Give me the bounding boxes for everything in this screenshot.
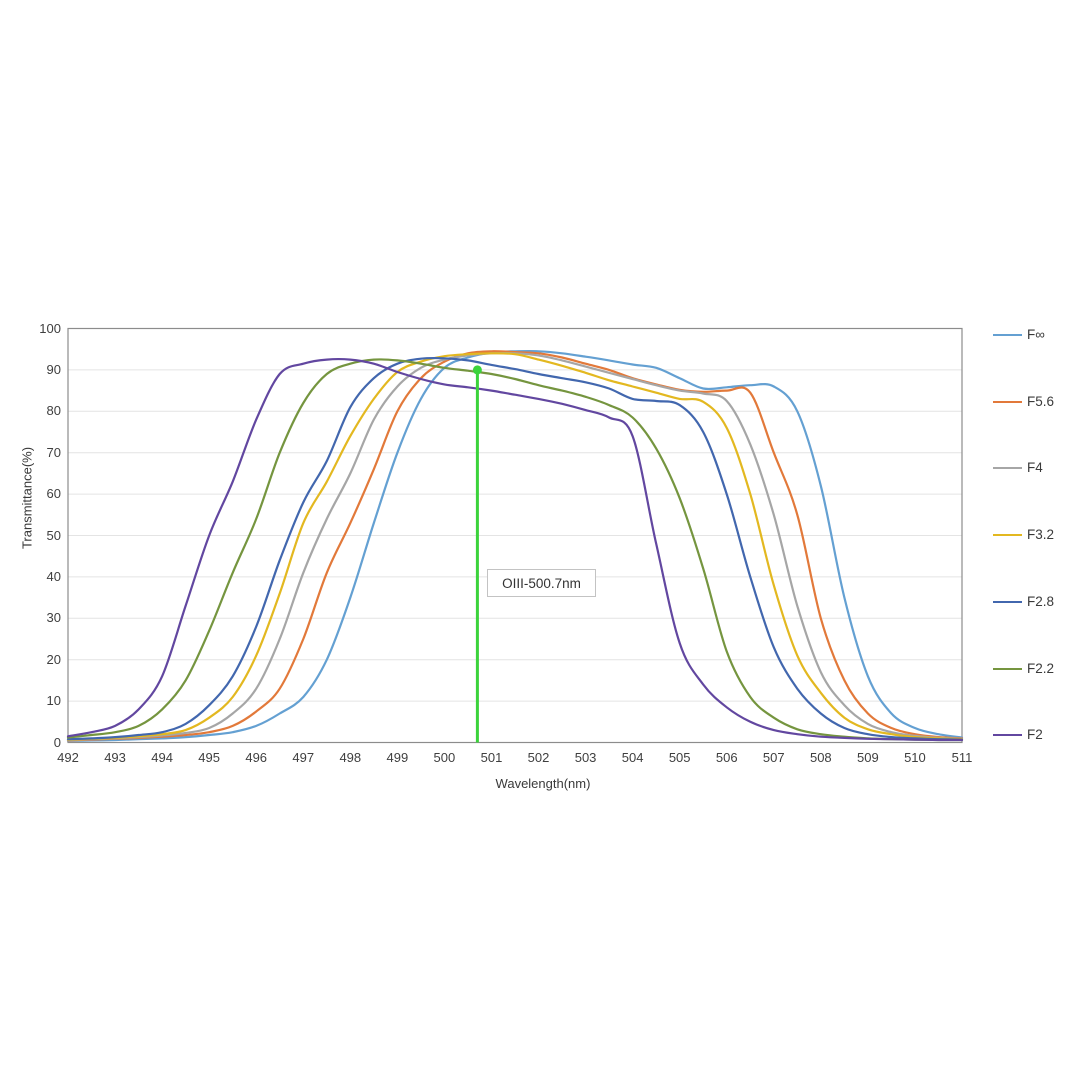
- x-tick-label-502: 502: [527, 750, 550, 765]
- x-tick-label-493: 493: [104, 750, 126, 765]
- x-tick-label-509: 509: [857, 750, 879, 765]
- y-tick-label-0: 0: [53, 734, 61, 750]
- series-line-F2.2: [66, 358, 964, 742]
- y-tick-label-60: 60: [46, 486, 61, 502]
- x-tick-label-499: 499: [386, 750, 409, 765]
- annotation-marker: [472, 365, 482, 375]
- series-line-F2.8: [66, 356, 964, 741]
- x-tick-label-496: 496: [245, 750, 268, 765]
- x-tick-label-506: 506: [715, 750, 738, 765]
- x-tick-label-492: 492: [57, 750, 79, 765]
- y-tick-label-20: 20: [46, 651, 61, 667]
- x-tick-label-498: 498: [339, 750, 362, 765]
- series-line-F∞: [66, 349, 964, 742]
- series-line-F3.2: [66, 352, 964, 741]
- y-tick-label-100: 100: [39, 320, 61, 336]
- x-tick-label-503: 503: [574, 750, 597, 765]
- y-axis-title: Transmittance(%): [19, 446, 35, 550]
- series-line-F5.6: [66, 350, 964, 742]
- y-tick-label-80: 80: [46, 403, 61, 419]
- x-tick-label-500: 500: [433, 750, 456, 765]
- x-tick-label-510: 510: [904, 750, 926, 765]
- x-axis-title: Wavelength(nm): [495, 776, 591, 791]
- x-tick-label-494: 494: [151, 750, 173, 765]
- x-tick-label-508: 508: [809, 750, 832, 765]
- series-line-F2: [66, 357, 964, 742]
- x-tick-label-495: 495: [198, 750, 220, 765]
- y-tick-label-10: 10: [46, 693, 61, 709]
- annotation-label-box: OIII-500.7nm: [487, 569, 596, 597]
- x-tick-label-504: 504: [621, 750, 644, 765]
- y-tick-label-90: 90: [46, 361, 61, 377]
- x-tick-label-501: 501: [480, 750, 503, 765]
- y-tick-label-40: 40: [46, 568, 61, 584]
- x-tick-label-507: 507: [762, 750, 785, 765]
- y-tick-label-70: 70: [46, 444, 61, 460]
- x-tick-label-497: 497: [292, 750, 315, 765]
- y-tick-label-50: 50: [46, 527, 61, 543]
- y-tick-label-30: 30: [46, 610, 61, 626]
- x-tick-label-505: 505: [668, 750, 691, 765]
- plot-border: [67, 327, 963, 744]
- x-tick-label-511: 511: [951, 750, 973, 765]
